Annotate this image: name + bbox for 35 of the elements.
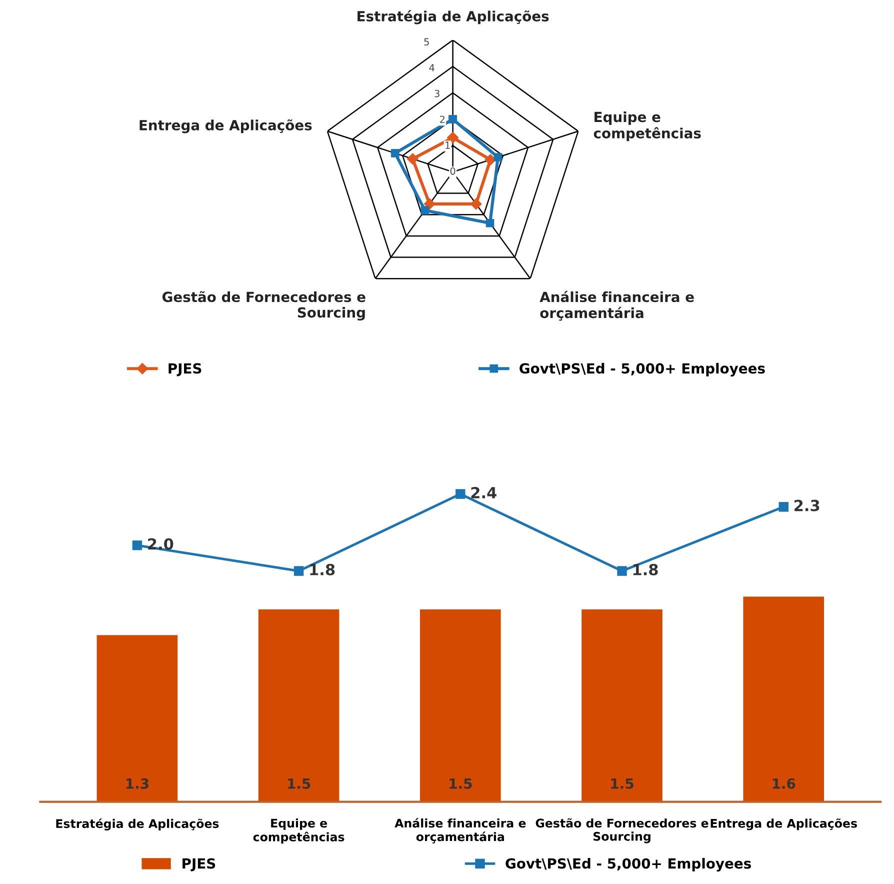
spoke-label: Entrega de Aplicações	[140, 119, 312, 134]
data-label: 1.8	[633, 564, 658, 576]
data-label: 2.0	[148, 538, 174, 550]
y-tick-label: 1	[446, 142, 450, 149]
x-tick-label: Equipe e competências	[253, 818, 344, 844]
y-tick-label: 0	[450, 167, 456, 175]
data-label: 1.3	[126, 778, 148, 789]
data-label: 1.5	[611, 778, 634, 789]
x-tick-label: Entrega de Aplicações	[710, 818, 857, 830]
y-tick-label: 2	[440, 116, 444, 123]
legend-label: Govt\PS\Ed - 5,000+ Employees	[520, 362, 765, 376]
spoke-label: Gestão de Fornecedores e Sourcing	[162, 291, 366, 321]
data-label: 2.3	[794, 500, 820, 512]
y-tick-label: 4	[429, 64, 434, 72]
data-label: 1.6	[772, 778, 796, 789]
point	[617, 566, 627, 576]
point	[132, 540, 142, 550]
spoke-label: Análise financeira e orçamentária	[540, 290, 694, 321]
x-tick-label: Análise financeira e orçamentária	[394, 818, 526, 844]
data-label: 1.5	[450, 778, 472, 789]
spoke-label: Equipe e competências	[594, 111, 701, 142]
point	[778, 502, 788, 512]
legend-label: Govt\PS\Ed - 5,000+ Employees	[506, 858, 751, 872]
y-tick-label: 5	[424, 38, 429, 46]
legend-label: PJES	[182, 858, 216, 872]
data-label: 1.5	[288, 778, 310, 789]
x-tick-label: Gestão de Fornecedores e Sourcing	[536, 818, 708, 844]
data-label: 1.8	[310, 564, 335, 576]
spoke-label: Estratégia de Aplicações	[358, 10, 549, 24]
point	[456, 489, 466, 499]
x-tick-label: Estratégia de Aplicações	[56, 818, 219, 830]
legend-label: PJES	[168, 363, 202, 376]
y-tick-label: 3	[434, 90, 440, 98]
data-label: 2.4	[471, 486, 496, 498]
point	[294, 566, 304, 576]
